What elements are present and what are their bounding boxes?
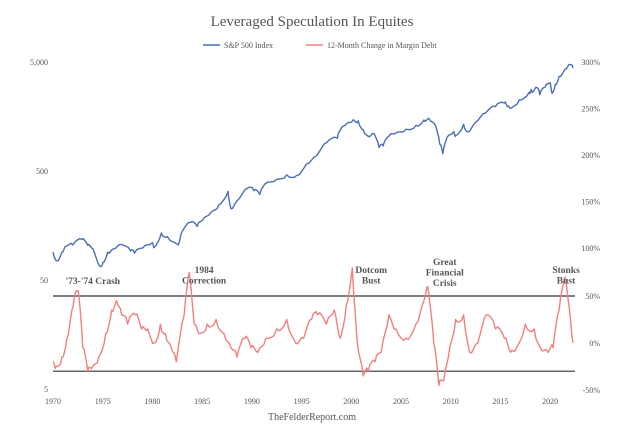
left-tick-label: 5 [44,385,48,394]
source-label: TheFelderReport.com [268,412,356,423]
right-bottom-tick-label: -50% [583,386,601,395]
left-axis-ticks: 5,000 500 50 5 [30,58,48,394]
right-top-tick-label: 100% [581,244,600,253]
legend-label-sp500: S&P 500 Index [224,41,273,50]
x-tick-label: 2000 [343,397,359,406]
left-tick-label: 5,000 [30,58,48,67]
legend-label-margin: 12-Month Change in Margin Debt [327,41,437,50]
x-axis-ticks: 1970 1975 1980 1985 1990 1995 2000 2005 2010 2015… [45,397,558,406]
annotation-label: 1984 [195,266,214,276]
x-tick-label: 1985 [194,397,210,406]
annotation-label: '73-'74 Crash [65,277,120,287]
annotations: '73-'74 Crash1984CorrectionDotcomBustGre… [65,258,580,289]
x-tick-label: 2015 [492,397,508,406]
x-tick-label: 1975 [95,397,111,406]
annotation-label: Dotcom [355,266,387,276]
annotation-label: Great [433,258,457,268]
right-axis-ticks: 300% 250% 200% 150% 100% 50% 0% -50% [581,58,600,395]
legend: S&P 500 Index 12-Month Change in Margin … [203,41,437,50]
series-layer [52,63,574,386]
annotation-label: Bust [362,277,381,287]
x-tick-label: 1980 [144,397,160,406]
chart-title: Leveraged Speculation In Equites [211,14,414,30]
x-tick-label: 1970 [45,397,61,406]
right-top-tick-label: 300% [581,58,600,67]
right-bottom-tick-label: 0% [589,339,600,348]
right-top-tick-label: 200% [581,151,600,160]
annotation-label: Financial [426,269,464,279]
annotation-label: Stonks [552,266,580,276]
right-top-tick-label: 150% [581,198,600,207]
band-lines [53,295,575,372]
right-bottom-tick-label: 50% [585,292,600,301]
x-tick-label: 2020 [542,397,558,406]
left-tick-label: 500 [36,167,48,176]
series-line-margin-debt [52,267,574,386]
x-tick-label: 1990 [244,397,260,406]
annotation-label: Bust [557,277,576,287]
x-tick-label: 2010 [443,397,459,406]
annotation-label: Crisis [433,279,457,289]
x-tick-label: 2005 [393,397,409,406]
x-tick-label: 1995 [294,397,310,406]
series-line-sp500 [52,63,574,268]
left-tick-label: 50 [40,276,48,285]
annotation-label: Correction [182,277,227,287]
right-top-tick-label: 250% [581,105,600,114]
